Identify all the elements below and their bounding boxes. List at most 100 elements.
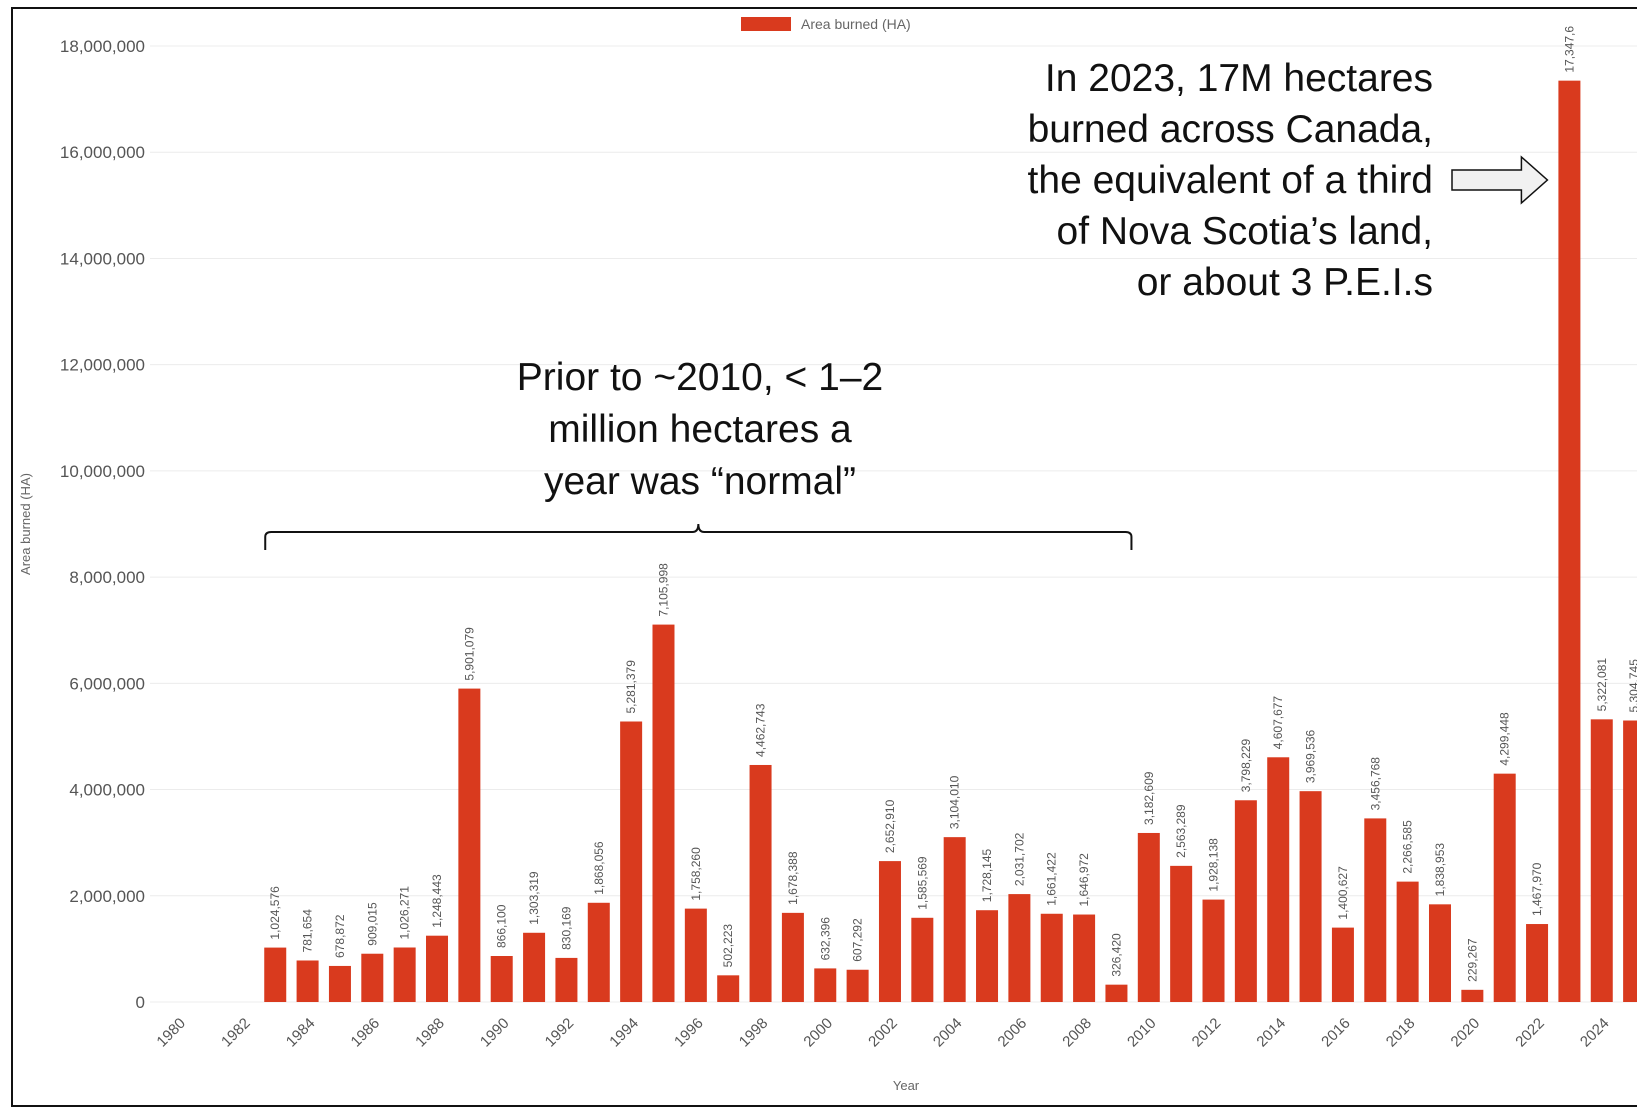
y-axis-title: Area burned (HA) [18, 473, 33, 575]
data-label: 1,678,388 [786, 851, 800, 905]
arrow-icon [1451, 155, 1549, 205]
annotation-record-line: In 2023, 17M hectares [1045, 57, 1433, 100]
bar [814, 968, 837, 1002]
bar [1493, 773, 1516, 1002]
bar [523, 932, 546, 1002]
data-label: 17,347,6 [1562, 26, 1576, 73]
bar [1073, 914, 1096, 1002]
annotation-record-line: of Nova Scotia’s land, [1057, 210, 1434, 253]
bar [1396, 881, 1419, 1002]
data-label: 3,969,536 [1304, 729, 1318, 783]
data-label: 1,758,260 [689, 847, 703, 901]
x-tick-label: 1982 [218, 1015, 254, 1051]
bar [620, 721, 643, 1002]
bar [652, 624, 675, 1002]
data-label: 781,654 [301, 909, 315, 953]
data-label: 1,026,271 [398, 886, 412, 940]
bar [1234, 800, 1257, 1002]
x-tick-label: 2018 [1383, 1015, 1419, 1051]
bar [749, 764, 772, 1002]
x-tick-label: 1992 [542, 1015, 578, 1051]
data-label: 5,901,079 [462, 627, 476, 681]
x-tick-label: 1998 [736, 1015, 772, 1051]
x-tick-label: 2016 [1318, 1015, 1354, 1051]
bar [1364, 818, 1387, 1002]
data-label: 3,104,010 [948, 775, 962, 829]
data-label: 1,838,953 [1433, 843, 1447, 897]
data-label: 2,266,585 [1401, 820, 1415, 874]
data-label: 5,304,745 [1627, 659, 1637, 713]
bar [911, 917, 934, 1002]
bar [1623, 720, 1637, 1002]
bar [878, 861, 901, 1002]
data-label: 1,928,138 [1207, 838, 1221, 892]
x-tick-label: 2014 [1253, 1015, 1289, 1051]
data-label: 3,456,768 [1368, 757, 1382, 811]
x-tick-label: 1986 [348, 1015, 384, 1051]
bar [1331, 927, 1354, 1002]
bar [1137, 832, 1160, 1002]
annotation-record-line: the equivalent of a third [1028, 159, 1433, 202]
bar [296, 960, 319, 1002]
bar [1040, 913, 1063, 1002]
annotation-normal-line: million hectares a [548, 408, 852, 451]
data-label: 4,299,448 [1498, 712, 1512, 766]
x-tick-label: 2000 [800, 1015, 836, 1051]
y-tick-label: 16,000,000 [60, 143, 145, 162]
y-tick-label: 14,000,000 [60, 249, 145, 268]
data-label: 1,646,972 [1077, 853, 1091, 907]
x-tick-label: 2010 [1124, 1015, 1160, 1051]
bar [1202, 899, 1225, 1002]
bar [781, 912, 804, 1002]
data-label: 909,015 [365, 902, 379, 946]
y-tick-label: 8,000,000 [69, 568, 145, 587]
bar [943, 837, 966, 1002]
x-tick-label: 2022 [1512, 1015, 1548, 1051]
data-label: 1,248,443 [430, 874, 444, 928]
annotation-normal-line: year was “normal” [544, 460, 856, 503]
data-label: 4,462,743 [754, 703, 768, 757]
bar [1105, 984, 1128, 1002]
data-label: 866,100 [495, 904, 509, 948]
data-label: 229,267 [1465, 938, 1479, 982]
bar [361, 953, 384, 1002]
data-label: 1,467,970 [1530, 862, 1544, 916]
x-tick-label: 2002 [865, 1015, 901, 1051]
bar [264, 947, 287, 1002]
bar [555, 957, 578, 1002]
data-label: 2,563,289 [1174, 804, 1188, 858]
bar [1428, 904, 1451, 1002]
annotation-record-line: or about 3 P.E.I.s [1137, 261, 1433, 304]
y-tick-label: 4,000,000 [69, 781, 145, 800]
y-tick-label: 2,000,000 [69, 887, 145, 906]
x-tick-label: 1994 [606, 1015, 642, 1051]
data-label: 607,292 [851, 918, 865, 962]
x-tick-label: 1980 [153, 1015, 189, 1051]
x-tick-label: 1990 [477, 1015, 513, 1051]
x-axis-title: Year [893, 1078, 920, 1093]
y-tick-label: 6,000,000 [69, 674, 145, 693]
x-tick-label: 2008 [1059, 1015, 1095, 1051]
data-label: 3,182,609 [1142, 771, 1156, 825]
data-label: 2,652,910 [883, 799, 897, 853]
data-label: 632,396 [818, 917, 832, 961]
x-tick-label: 1988 [412, 1015, 448, 1051]
data-label: 2,031,702 [1012, 832, 1026, 886]
x-tick-label: 2012 [1189, 1015, 1225, 1051]
data-label: 1,585,569 [915, 856, 929, 910]
x-tick-label: 1996 [671, 1015, 707, 1051]
legend-label: Area burned (HA) [801, 16, 911, 32]
data-label: 5,322,081 [1595, 658, 1609, 712]
data-label: 1,661,422 [1045, 852, 1059, 906]
legend-swatch [741, 17, 791, 31]
bar [1590, 719, 1613, 1002]
data-label: 3,798,229 [1239, 739, 1253, 793]
x-tick-label: 2006 [995, 1015, 1031, 1051]
bar [393, 947, 416, 1002]
bar [426, 935, 449, 1002]
data-label: 678,872 [333, 914, 347, 958]
data-label: 1,303,319 [527, 871, 541, 925]
x-tick-label: 2024 [1577, 1015, 1613, 1051]
